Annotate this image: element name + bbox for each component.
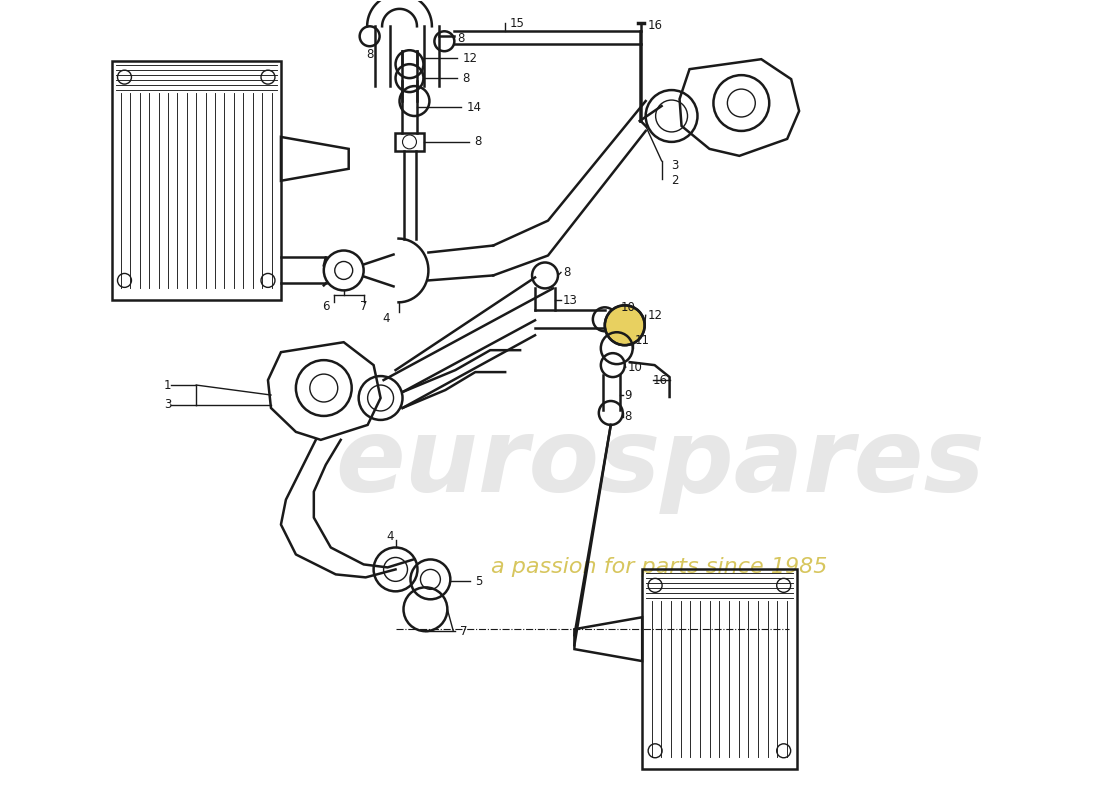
Text: 4: 4 [387, 530, 394, 543]
Text: 12: 12 [648, 309, 662, 322]
Text: 3: 3 [164, 398, 172, 411]
Text: 16: 16 [652, 374, 668, 386]
Text: 7: 7 [360, 300, 367, 313]
Text: 8: 8 [366, 48, 373, 61]
Text: 14: 14 [466, 101, 482, 114]
Text: 15: 15 [510, 17, 525, 30]
Text: 8: 8 [625, 410, 632, 423]
Text: 16: 16 [648, 19, 662, 32]
Text: 2: 2 [672, 174, 679, 187]
Text: 8: 8 [563, 266, 570, 279]
Text: 1: 1 [164, 378, 172, 391]
Text: 9: 9 [625, 389, 632, 402]
Text: a passion for parts since 1985: a passion for parts since 1985 [492, 558, 828, 578]
Text: 8: 8 [458, 32, 464, 45]
Text: 6: 6 [322, 300, 330, 313]
Text: 13: 13 [563, 294, 578, 307]
Circle shape [605, 306, 645, 345]
Text: 11: 11 [635, 334, 650, 346]
Text: 7: 7 [460, 625, 467, 638]
Text: 8: 8 [474, 135, 482, 148]
Text: 4: 4 [383, 312, 390, 325]
Text: eurospares: eurospares [334, 414, 984, 514]
Text: 10: 10 [620, 301, 636, 314]
Text: 5: 5 [475, 575, 483, 588]
Text: 3: 3 [672, 159, 679, 172]
Text: 8: 8 [462, 72, 470, 85]
Text: 12: 12 [462, 52, 477, 65]
Text: 10: 10 [628, 361, 642, 374]
